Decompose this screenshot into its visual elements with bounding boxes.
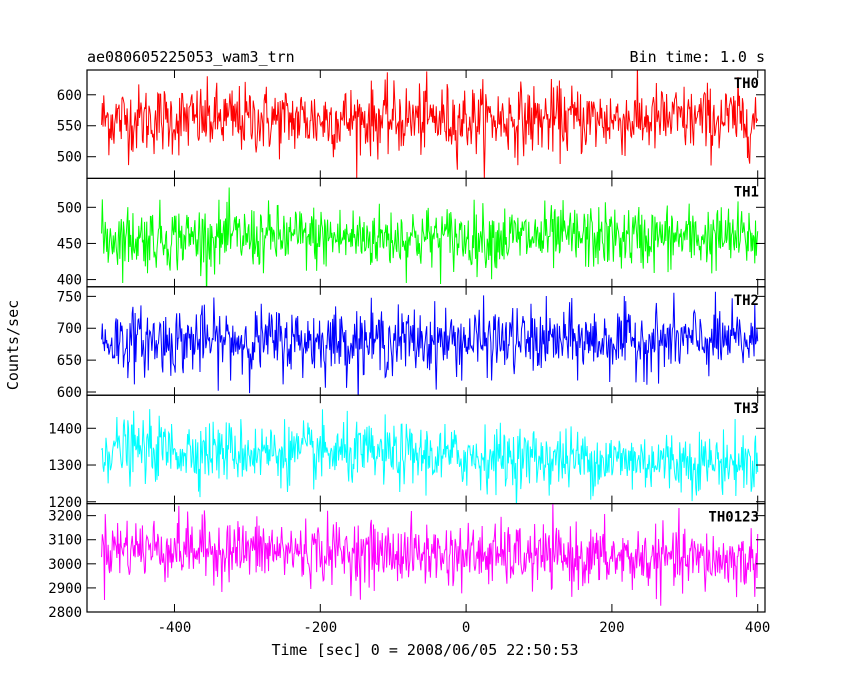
y-tick-label: 3200 — [48, 509, 82, 525]
x-tick-label: 0 — [462, 620, 470, 636]
series-th2 — [101, 291, 759, 396]
series-th0123 — [101, 503, 759, 606]
series-th0 — [101, 70, 759, 179]
bin-time-label: Bin time: 1.0 s — [630, 48, 765, 66]
y-tick-label: 650 — [57, 353, 82, 369]
y-tick-label: 450 — [57, 236, 82, 252]
y-tick-label: 400 — [57, 273, 82, 289]
y-tick-label: 2800 — [48, 605, 82, 621]
panel-label-th0: TH0 — [734, 76, 759, 92]
series-th3 — [101, 409, 759, 504]
y-tick-label: 600 — [57, 88, 82, 104]
panel-frame-th0123 — [86, 503, 766, 613]
chart-title: ae080605225053_wam3_trn — [87, 48, 295, 66]
x-tick-label: -400 — [158, 620, 192, 636]
x-tick-label: -200 — [303, 620, 337, 636]
y-axis-label: Counts/sec — [4, 300, 22, 390]
x-tick-label: 400 — [745, 620, 770, 636]
x-tick-label: 200 — [599, 620, 624, 636]
panel-label-th1: TH1 — [734, 184, 759, 200]
y-tick-label: 1400 — [48, 421, 82, 437]
panel-label-th0123: TH0123 — [708, 510, 759, 526]
y-tick-label: 750 — [57, 289, 82, 305]
y-tick-label: 550 — [57, 119, 82, 135]
x-axis-label: Time [sec] 0 = 2008/06/05 22:50:53 — [271, 641, 578, 659]
panels-group: 500 550 600 TH0 400 450 500 TH1 600 650 700 750 TH2 1… — [48, 69, 770, 636]
y-tick-label: 1300 — [48, 458, 82, 474]
y-tick-label: 700 — [57, 321, 82, 337]
y-tick-label: 2900 — [48, 581, 82, 597]
y-tick-label: 3100 — [48, 533, 82, 549]
panel-label-th2: TH2 — [734, 293, 759, 309]
panel-frame-th2 — [86, 286, 766, 396]
y-tick-label: 600 — [57, 385, 82, 401]
panel-label-th3: TH3 — [734, 401, 759, 417]
y-tick-label: 1200 — [48, 495, 82, 511]
y-tick-label: 500 — [57, 150, 82, 166]
series-th1 — [101, 187, 759, 287]
y-tick-label: 3000 — [48, 557, 82, 573]
y-tick-label: 500 — [57, 200, 82, 216]
